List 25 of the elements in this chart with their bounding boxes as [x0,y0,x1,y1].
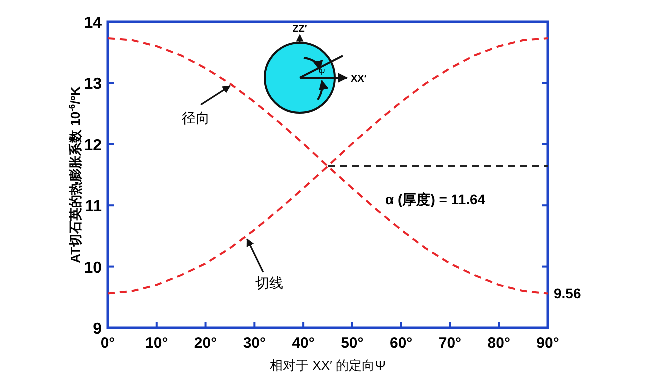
x-tick-label: 60° [390,335,413,352]
x-tick-label: 40° [292,335,315,352]
x-tick-label: 20° [194,335,218,352]
annotation: α (厚度) = 11.64 [386,191,486,208]
x-tick-label: 50° [341,335,364,352]
annotation: ZZ′ [292,24,308,35]
text: 切线 [255,275,284,292]
annotation: XX′ [351,74,368,85]
x-tick-label: 70° [438,335,462,352]
x-tick-label: 10° [146,335,168,352]
y-tick-label: 12 [84,137,102,154]
annotation: Ψ [318,68,326,77]
y-tick-label: 14 [84,15,102,32]
line-series [107,38,549,295]
x-tick-label: 0° [100,335,116,352]
y-tick-label: 11 [85,198,102,216]
annotation: 9.56 [554,286,582,302]
x-tick-label: 30° [243,335,266,352]
x-tick-label: 90° [536,335,560,352]
x-tick-label: 80° [488,335,510,352]
text: 径向 [182,110,210,126]
y-tick-label: 9 [93,321,102,338]
y-tick-label: 10 [84,260,102,277]
x-axis-title: 相对于 XX′ 的定向Ψ [270,358,386,373]
y-tick-label: 13 [84,76,102,94]
